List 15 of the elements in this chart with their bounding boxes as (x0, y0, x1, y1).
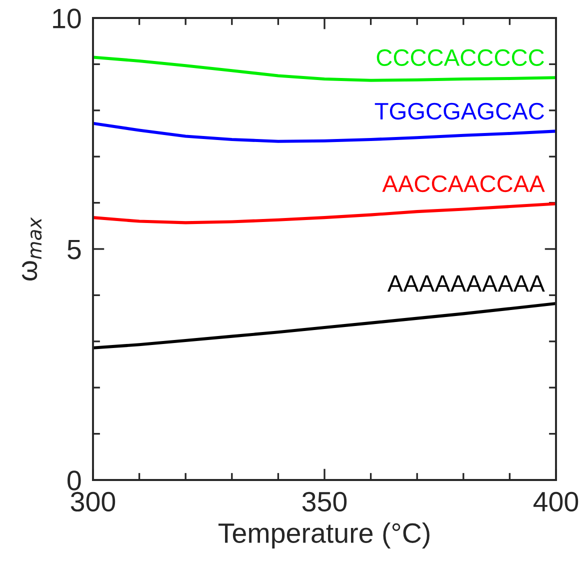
series-label: TGGCGAGCAC (374, 102, 544, 120)
x-axis-title: Temperature (°C) (218, 522, 430, 548)
line-series (93, 302, 556, 350)
x-tick-label: 300 (70, 492, 116, 512)
line-series (93, 202, 556, 224)
y-tick-label: 5 (68, 240, 81, 260)
x-tick-label: 350 (302, 492, 347, 512)
line-series (93, 122, 556, 143)
y-axis-title: ω$_{max}$ (22, 217, 42, 281)
x-tick-label: 400 (533, 492, 578, 512)
series-label: CCCCACCCCC (376, 49, 544, 66)
y-tick-label: 10 (53, 8, 81, 28)
series-label: AACCAACCAA (382, 175, 545, 192)
series-label: AAAAAAAAAA (387, 275, 545, 292)
y-tick-label: 0 (68, 470, 81, 490)
